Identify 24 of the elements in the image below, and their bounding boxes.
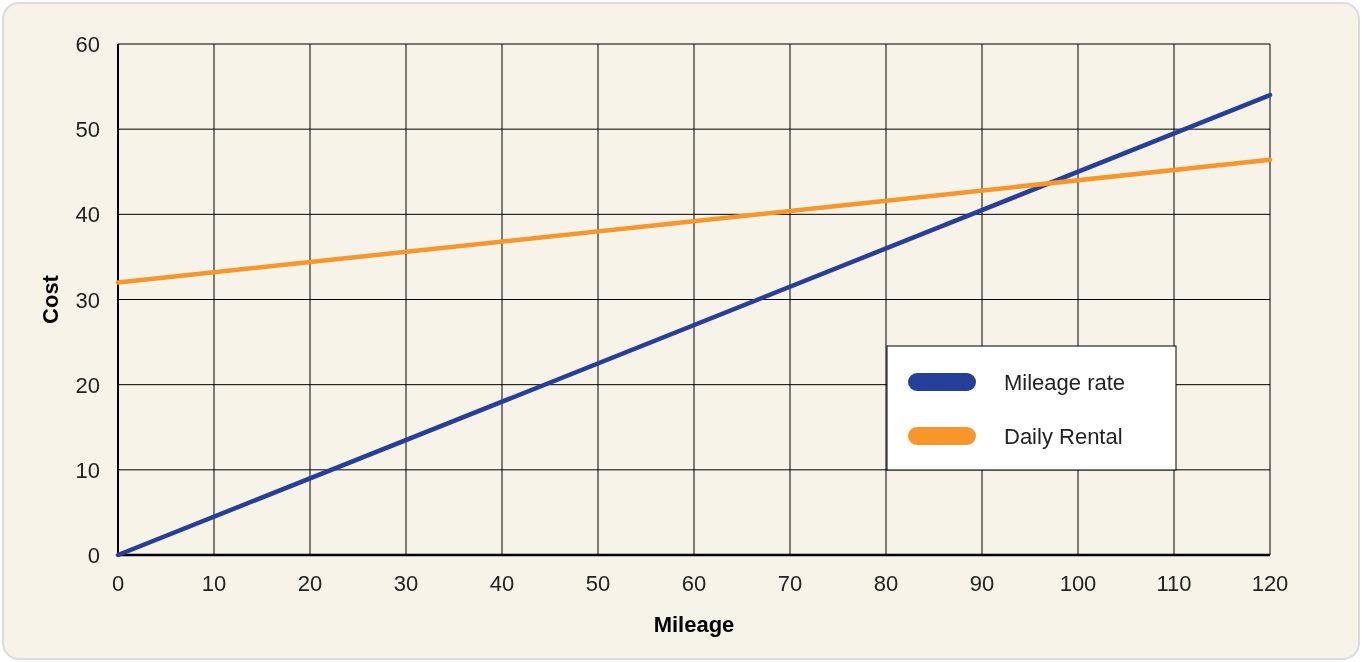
x-tick-label: 120	[1251, 571, 1289, 596]
y-tick-label: 60	[75, 32, 100, 57]
y-tick-label: 20	[75, 372, 100, 398]
x-tick-label: 70	[777, 571, 803, 596]
x-tick-label: 20	[297, 571, 323, 596]
x-tick-label: 110	[1156, 571, 1192, 596]
x-tick-label: 60	[681, 571, 707, 596]
x-tick-label: 90	[969, 571, 995, 596]
x-tick-label: 0	[111, 571, 125, 596]
y-tick-label: 40	[75, 202, 100, 228]
x-tick-label: 40	[489, 571, 515, 596]
y-tick-label: 10	[75, 457, 100, 483]
x-axis-title: Mileage	[653, 612, 735, 637]
x-tick-label: 80	[873, 571, 899, 596]
y-axis-title: Cost	[38, 274, 63, 324]
legend-label: Daily Rental	[1004, 424, 1123, 449]
y-tick-label: 50	[75, 117, 100, 143]
x-tick-label: 100	[1059, 571, 1097, 596]
x-tick-label: 10	[201, 571, 227, 596]
y-tick-label: 30	[75, 287, 100, 313]
x-tick-label: 30	[393, 571, 419, 596]
x-tick-label: 50	[585, 571, 611, 596]
legend-label: Mileage rate	[1004, 370, 1126, 395]
y-tick-label: 0	[87, 543, 100, 568]
